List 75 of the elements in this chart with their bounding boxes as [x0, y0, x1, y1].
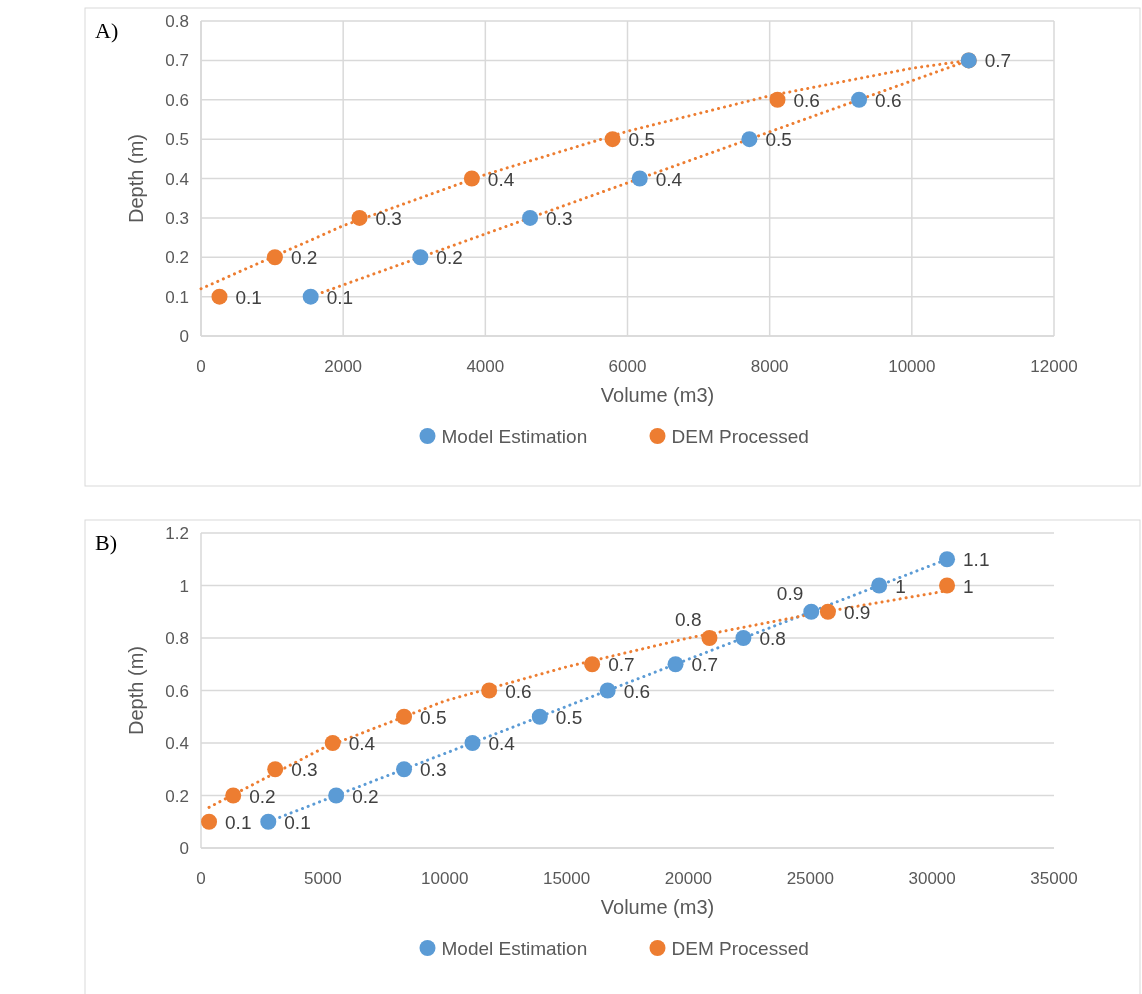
data-label: 0.2: [290, 247, 318, 269]
data-label: 0.6: [793, 89, 820, 111]
y-tick-label: 0.8: [165, 12, 189, 31]
y-tick-label: 0.6: [165, 90, 189, 110]
x-tick-label: 8000: [750, 357, 789, 376]
y-tick-label: 0.4: [165, 734, 189, 753]
x-tick-label: 10000: [888, 357, 936, 376]
data-label: 0.7: [608, 654, 635, 676]
legend-label: DEM Processed: [671, 938, 809, 959]
x-tick-label: 12000: [1030, 357, 1078, 376]
x-tick-label: 5000: [303, 869, 342, 888]
x-axis-title: Volume (m3): [600, 384, 715, 406]
y-tick-label: 0.5: [165, 130, 189, 150]
chart-title: A): [95, 18, 119, 43]
y-tick-label: 0.7: [165, 51, 189, 71]
data-label: 0.4: [348, 733, 376, 754]
x-tick-label: 15000: [542, 869, 591, 888]
x-tick-label: 0: [196, 357, 206, 376]
data-label: 0.1: [284, 811, 311, 833]
y-axis-title: Depth (m): [125, 134, 147, 223]
y-tick-label: 0: [179, 839, 189, 858]
x-tick-label: 0: [196, 869, 206, 888]
y-tick-label: 0.2: [165, 786, 189, 806]
data-label: 0.3: [375, 207, 402, 229]
y-tick-label: 0.1: [165, 287, 189, 307]
data-label: 0.7: [984, 50, 1012, 72]
y-tick-label: 0.6: [165, 681, 189, 701]
legend-label: Model Estimation: [441, 938, 588, 959]
x-tick-label: 25000: [786, 869, 834, 888]
y-tick-label: 0.2: [165, 248, 189, 268]
data-label: 1: [895, 575, 906, 597]
y-tick-label: 0.3: [165, 208, 189, 228]
legend-label: Model Estimation: [441, 426, 588, 447]
data-label: 0.3: [420, 759, 447, 781]
y-tick-label: 0: [179, 327, 189, 346]
data-label: 0.2: [352, 785, 379, 807]
y-tick-label: 0.8: [165, 629, 189, 648]
data-label: 0.5: [555, 706, 583, 728]
x-tick-label: 4000: [466, 357, 505, 376]
legend-label: DEM Processed: [671, 426, 809, 447]
x-tick-label: 30000: [908, 869, 956, 888]
data-label: 0.5: [765, 129, 792, 151]
data-label: 0.1: [235, 286, 262, 308]
data-label: 0.3: [546, 207, 573, 229]
data-label: 0.9: [843, 601, 871, 623]
data-label: 0.2: [249, 785, 276, 807]
data-label: 1.1: [963, 549, 990, 571]
x-tick-label: 20000: [664, 869, 713, 888]
data-label: 0.7: [691, 654, 718, 676]
y-tick-label: 0.4: [165, 169, 189, 189]
x-tick-label: 2000: [324, 357, 363, 376]
data-label: 0.1: [326, 286, 354, 308]
data-label: 0.8: [759, 628, 786, 649]
data-label: 0.8: [675, 609, 702, 630]
x-tick-label: 10000: [421, 869, 469, 888]
data-label: 0.9: [776, 582, 804, 604]
data-label: 0.5: [628, 129, 655, 151]
data-label: 0.6: [875, 89, 902, 111]
data-label: 0.5: [420, 706, 447, 728]
x-tick-label: 6000: [608, 357, 647, 376]
x-tick-label: 35000: [1030, 869, 1078, 888]
y-tick-label: 1: [179, 576, 189, 596]
chart-title: B): [95, 530, 117, 555]
data-label: 0.1: [225, 811, 252, 833]
data-label: 1: [963, 575, 974, 597]
y-axis-title: Depth (m): [125, 646, 147, 735]
data-label: 0.4: [655, 168, 683, 190]
data-label: 0.4: [487, 168, 515, 190]
data-label: 0.6: [505, 680, 532, 702]
data-label: 0.2: [436, 247, 463, 269]
x-axis-title: Volume (m3): [600, 896, 715, 918]
y-tick-label: 1.2: [165, 524, 189, 543]
data-label: 0.3: [291, 759, 318, 781]
data-label: 0.4: [488, 733, 516, 754]
data-label: 0.6: [623, 680, 651, 702]
